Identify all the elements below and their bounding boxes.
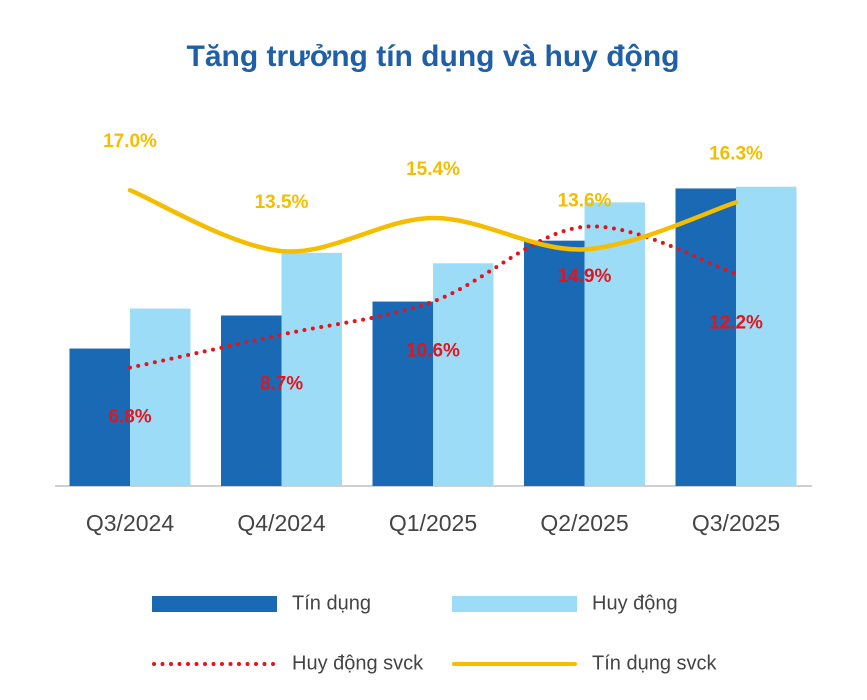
data-label: 15.4%: [406, 159, 460, 180]
bar: [221, 315, 282, 486]
legend-swatch: [452, 596, 577, 612]
line: [127, 187, 739, 254]
data-label: 6.8%: [108, 407, 151, 428]
bar: [675, 188, 736, 486]
data-label: 12.2%: [709, 313, 763, 334]
x-tick-label: Q4/2024: [237, 510, 325, 536]
legend-label: Tín dụng svck: [592, 652, 718, 674]
chart-title: Tăng trưởng tín dụng và huy động: [187, 40, 680, 73]
data-label: 14.9%: [558, 266, 612, 287]
bar: [130, 308, 191, 486]
legend-label: Tín dụng: [292, 592, 371, 614]
x-tick-label: Q1/2025: [389, 510, 477, 536]
bar: [433, 263, 494, 486]
data-label: 13.5%: [255, 192, 309, 213]
data-label: 10.6%: [406, 341, 460, 362]
data-label: 8.7%: [260, 374, 303, 395]
bar: [372, 301, 433, 486]
bar: [281, 252, 342, 486]
legend-label: Huy động svck: [292, 652, 424, 674]
data-label: 13.6%: [558, 190, 612, 211]
x-tick-label: Q3/2025: [692, 510, 780, 536]
legend-label: Huy động: [592, 592, 678, 614]
bar: [736, 186, 797, 486]
legend-swatch: [152, 596, 277, 612]
bar: [69, 348, 130, 486]
x-tick-label: Q3/2024: [86, 510, 174, 536]
data-label: 16.3%: [709, 143, 763, 164]
bar: [524, 240, 585, 486]
x-tick-label: Q2/2025: [540, 510, 628, 536]
data-label: 17.0%: [103, 131, 157, 152]
